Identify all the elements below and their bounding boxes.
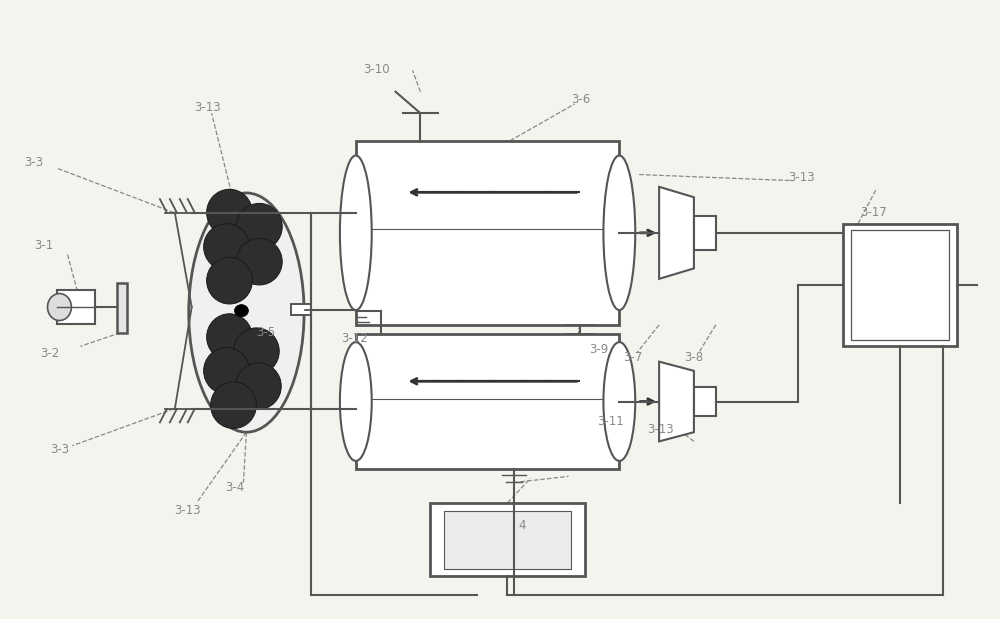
FancyBboxPatch shape (356, 334, 619, 469)
Ellipse shape (204, 347, 249, 394)
Text: 3-13: 3-13 (647, 423, 674, 436)
Text: 3-10: 3-10 (363, 63, 389, 76)
Text: 3-11: 3-11 (597, 415, 624, 428)
Ellipse shape (211, 382, 256, 428)
Ellipse shape (603, 342, 635, 461)
Polygon shape (659, 361, 694, 441)
Text: 3-5: 3-5 (256, 326, 275, 339)
Text: 3-13: 3-13 (194, 100, 220, 113)
Ellipse shape (48, 293, 71, 321)
Text: 3-13: 3-13 (788, 171, 815, 184)
Text: 3-4: 3-4 (226, 481, 245, 494)
Ellipse shape (233, 328, 279, 374)
Ellipse shape (207, 258, 252, 304)
FancyBboxPatch shape (694, 216, 716, 250)
Text: 3-7: 3-7 (623, 351, 643, 364)
FancyBboxPatch shape (356, 141, 619, 325)
Text: 3-1: 3-1 (35, 238, 54, 251)
FancyBboxPatch shape (57, 290, 95, 324)
FancyBboxPatch shape (430, 503, 585, 576)
Ellipse shape (603, 155, 635, 310)
Ellipse shape (189, 193, 304, 432)
Text: 3-3: 3-3 (25, 156, 44, 169)
Text: 4: 4 (518, 519, 525, 532)
Text: 3-9: 3-9 (590, 343, 609, 356)
Ellipse shape (236, 238, 282, 285)
Ellipse shape (207, 189, 252, 236)
Text: 3-6: 3-6 (572, 93, 591, 106)
Text: 3-8: 3-8 (684, 351, 703, 364)
FancyBboxPatch shape (843, 223, 957, 346)
Text: 3-13: 3-13 (174, 504, 200, 517)
FancyBboxPatch shape (444, 511, 571, 569)
Text: 3-12: 3-12 (341, 332, 368, 345)
Ellipse shape (340, 342, 372, 461)
Ellipse shape (340, 155, 372, 310)
FancyBboxPatch shape (117, 282, 127, 333)
FancyBboxPatch shape (851, 230, 949, 340)
Text: 3-17: 3-17 (860, 206, 887, 219)
Ellipse shape (207, 314, 252, 360)
Text: 3-2: 3-2 (41, 347, 60, 360)
Ellipse shape (235, 363, 281, 410)
Ellipse shape (204, 223, 249, 271)
Text: 3-3: 3-3 (51, 443, 70, 456)
FancyBboxPatch shape (694, 387, 716, 416)
Ellipse shape (236, 204, 282, 250)
Ellipse shape (234, 305, 248, 317)
FancyBboxPatch shape (291, 304, 311, 315)
Polygon shape (659, 187, 694, 279)
